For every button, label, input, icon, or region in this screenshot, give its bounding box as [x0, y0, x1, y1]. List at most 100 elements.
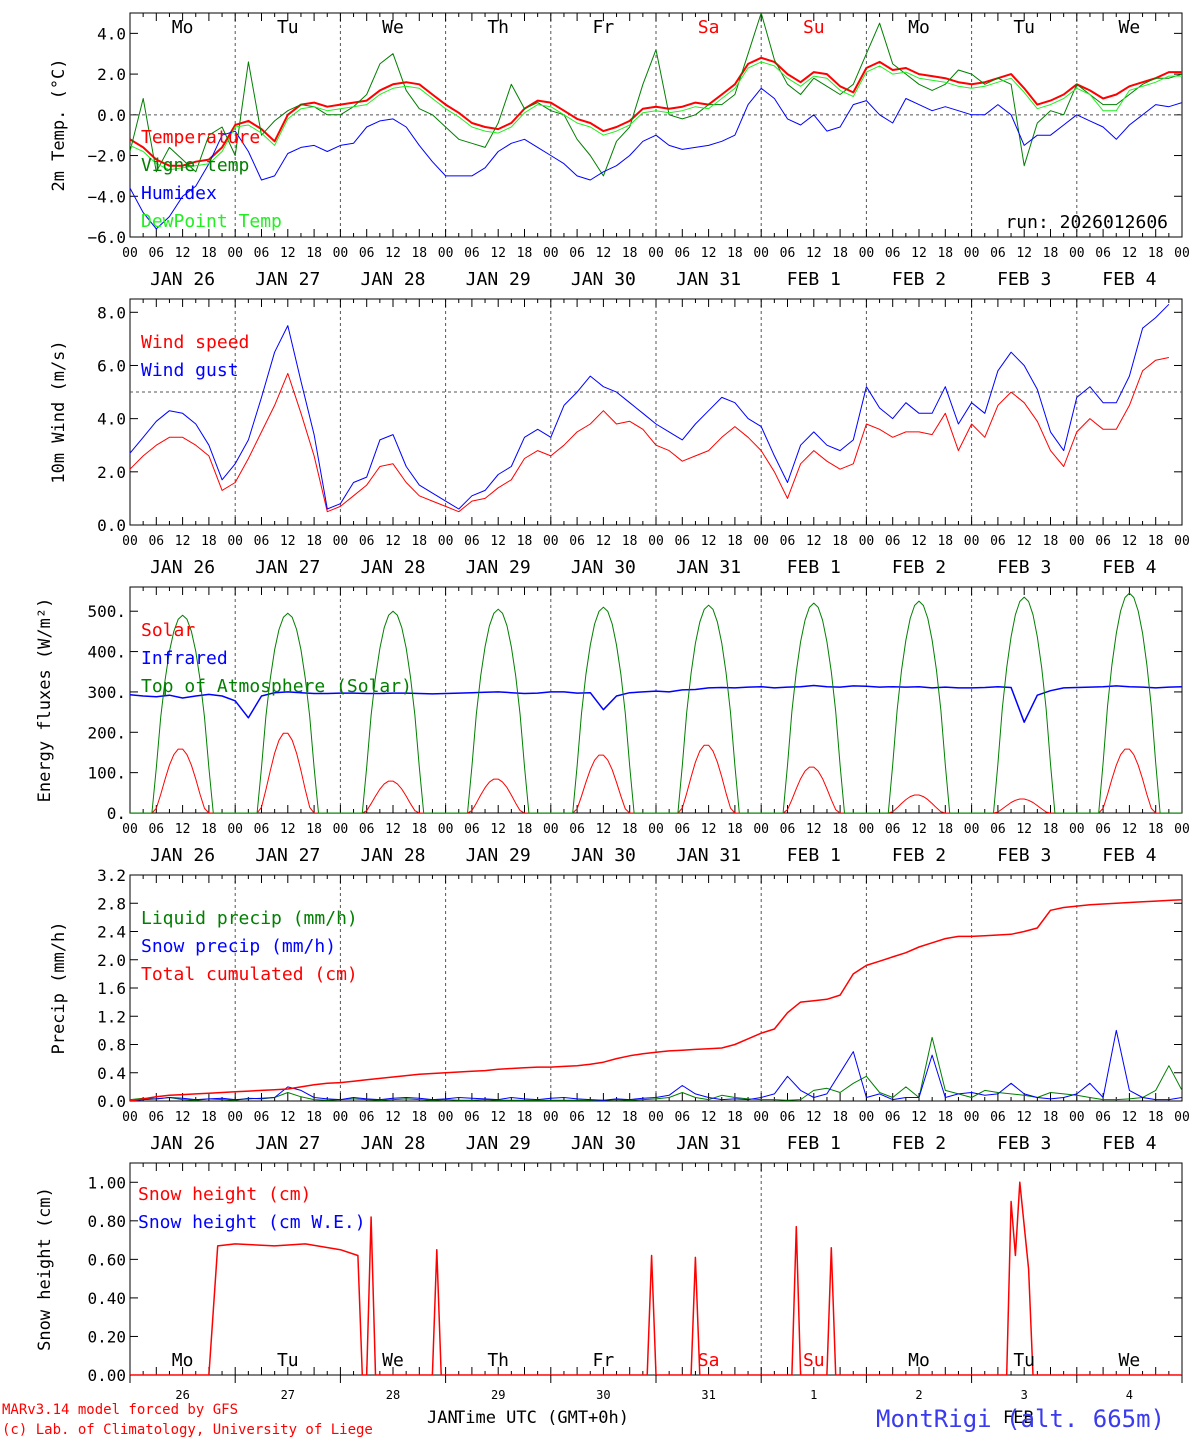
- day-label: JAN 28: [360, 269, 425, 290]
- day-label: JAN 27: [255, 557, 320, 578]
- day-label: JAN 26: [150, 1133, 215, 1154]
- series-group: [130, 13, 1182, 230]
- hour-tick-label: 12: [280, 534, 296, 549]
- station-label: MontRigi (alt. 665m): [876, 1405, 1165, 1433]
- legend-entry: Snow height (cm): [138, 1184, 311, 1205]
- hour-tick-label: 12: [280, 1110, 296, 1125]
- day-label: FEB 4: [1102, 557, 1156, 578]
- hour-tick-label: 00: [543, 534, 559, 549]
- hour-tick-label: 06: [674, 1110, 690, 1125]
- y-tick-label: 2.0: [97, 951, 126, 970]
- legend-entry: Wind gust: [141, 360, 239, 381]
- weekday-label: Sa: [698, 17, 720, 38]
- hour-tick-label: 00: [1174, 822, 1190, 837]
- panel-snow: 1.00 0.80 0.60 0.40 0.20 0.00 Snow height (cm)…: [35, 1162, 1183, 1402]
- hour-tick-label: 18: [517, 534, 533, 549]
- hour-tick-label: 06: [359, 246, 375, 261]
- day-number-label: 31: [701, 1388, 715, 1402]
- hour-tick-label: 06: [569, 822, 585, 837]
- hour-tick-label: 18: [832, 1110, 848, 1125]
- hour-tick-label: 00: [227, 1110, 243, 1125]
- hour-tick-label: 06: [148, 246, 164, 261]
- panel-energy: 500. 400. 300. 200. 100. 0. Energy fluxes (W/m…: [35, 586, 1190, 866]
- series-line-dewpoint-temp: [130, 61, 1182, 171]
- hour-tick-label: 12: [280, 822, 296, 837]
- month-label-jan: JAN: [427, 1408, 458, 1428]
- hour-tick-label: 18: [517, 1110, 533, 1125]
- hour-tick-label: 18: [201, 246, 217, 261]
- hour-tick-label: 06: [148, 822, 164, 837]
- weekday-label: Tu: [277, 1350, 299, 1371]
- hour-tick-label: 12: [175, 1110, 191, 1125]
- hour-tick-label: 06: [990, 246, 1006, 261]
- day-label: FEB 1: [787, 557, 841, 578]
- hour-tick-label: 12: [1122, 1110, 1138, 1125]
- hour-tick-label: 12: [490, 1110, 506, 1125]
- hour-tick-label: 00: [122, 534, 138, 549]
- hour-tick-label: 18: [622, 534, 638, 549]
- hour-tick-label: 00: [1174, 534, 1190, 549]
- series-line-temperature: [130, 56, 1182, 167]
- hour-tick-label: 06: [990, 822, 1006, 837]
- hour-tick-label: 06: [464, 1110, 480, 1125]
- hour-tick-label: 18: [306, 1110, 322, 1125]
- y-tick-label: 300.: [87, 683, 126, 702]
- hour-tick-label: 06: [569, 534, 585, 549]
- hour-tick-label: 18: [622, 822, 638, 837]
- hour-tick-label: 06: [569, 246, 585, 261]
- hour-tick-label: 18: [1043, 822, 1059, 837]
- hour-tick-label: 06: [1095, 246, 1111, 261]
- hour-tick-label: 06: [254, 534, 270, 549]
- legend-entry: Top of Atmosphere (Solar): [141, 676, 412, 697]
- weekday-label: We: [382, 1350, 404, 1371]
- hour-tick-label: 12: [911, 822, 927, 837]
- hour-tick-label: 18: [727, 534, 743, 549]
- hour-tick-label: 18: [727, 822, 743, 837]
- hour-tick-label: 00: [859, 1110, 875, 1125]
- hour-tick-label: 06: [1095, 1110, 1111, 1125]
- y-tick-label: 3.2: [97, 866, 126, 885]
- panel-wind: 8.0 6.0 4.0 2.0 0.0 10m Wind (m/s) Wind speed W…: [49, 298, 1190, 578]
- hour-tick-label: 18: [727, 1110, 743, 1125]
- hour-tick-label: 00: [227, 534, 243, 549]
- day-number-label: 3: [1021, 1388, 1028, 1402]
- hour-tick-label: 18: [411, 534, 427, 549]
- hour-tick-label: 00: [648, 822, 664, 837]
- y-tick-label: 4.0: [97, 24, 126, 43]
- hour-tick-label: 00: [1174, 1110, 1190, 1125]
- hour-tick-label: 06: [464, 534, 480, 549]
- series-group: [130, 592, 1182, 813]
- hour-tick-label: 18: [832, 822, 848, 837]
- day-label: JAN 28: [360, 845, 425, 866]
- hour-tick-label: 00: [859, 534, 875, 549]
- series-line-wind-speed: [130, 357, 1170, 513]
- day-label: FEB 2: [892, 1133, 946, 1154]
- day-number-label: 29: [491, 1388, 505, 1402]
- hour-tick-label: 00: [753, 1110, 769, 1125]
- hour-tick-label: 00: [648, 1110, 664, 1125]
- hour-tick-label: 06: [569, 1110, 585, 1125]
- legend-entry: Wind speed: [141, 332, 249, 353]
- hour-tick-label: 12: [911, 534, 927, 549]
- y-tick-label: −4.0: [87, 187, 126, 206]
- hour-tick-label: 12: [1122, 246, 1138, 261]
- y-tick-label: 2.4: [97, 923, 126, 942]
- day-label: FEB 2: [892, 845, 946, 866]
- hour-tick-label: 12: [490, 534, 506, 549]
- weekday-label: Tu: [277, 17, 299, 38]
- weekday-label: Th: [487, 1350, 509, 1371]
- series-group: [130, 303, 1170, 513]
- series-line-snow-height-cm-: [130, 1181, 1182, 1375]
- day-label: FEB 1: [787, 269, 841, 290]
- hour-tick-label: 00: [1174, 246, 1190, 261]
- day-label: JAN 27: [255, 1133, 320, 1154]
- hour-tick-label: 12: [806, 246, 822, 261]
- hour-tick-label: 12: [701, 822, 717, 837]
- day-label: JAN 30: [571, 845, 636, 866]
- hour-tick-label: 00: [122, 1110, 138, 1125]
- hour-tick-label: 18: [1148, 534, 1164, 549]
- hour-tick-label: 00: [964, 534, 980, 549]
- day-label: FEB 4: [1102, 1133, 1156, 1154]
- hour-tick-label: 12: [1016, 822, 1032, 837]
- panel-temp: 4.0 2.0 0.0 −2.0 −4.0 −6.0 2m Temp. (°C) Temper…: [49, 12, 1190, 290]
